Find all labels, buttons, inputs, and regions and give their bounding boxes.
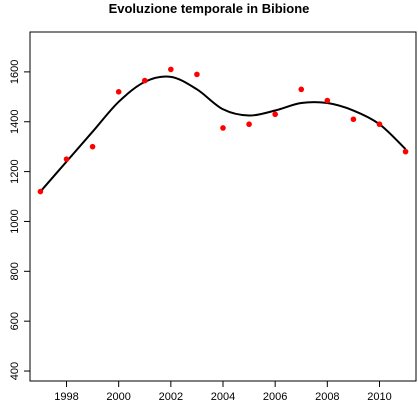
- data-point: [168, 66, 174, 73]
- data-point: [194, 71, 200, 78]
- data-point: [402, 148, 409, 155]
- y-tick-label: 1400: [9, 110, 21, 134]
- data-points-layer: [37, 66, 409, 195]
- data-point: [376, 121, 383, 128]
- data-point: [246, 121, 252, 128]
- axes: 1998 2000 2002 2004 2006 2008 2010 400 600 800 100…: [9, 31, 417, 403]
- data-point: [272, 111, 278, 118]
- smooth-curve-line: [39, 75, 407, 193]
- data-point: [350, 116, 357, 123]
- chart-title: Evoluzione temporale in Bibione: [108, 1, 310, 16]
- plot-frame: [29, 31, 417, 382]
- y-tick-label: 800: [9, 262, 21, 280]
- x-tick-label: 1998: [54, 391, 78, 403]
- data-point: [141, 77, 148, 84]
- smooth-curve-layer: [39, 75, 407, 193]
- y-tick-label: 1000: [9, 209, 21, 233]
- x-tick-label: 2008: [315, 391, 339, 403]
- x-tick-label: 2002: [159, 391, 183, 403]
- data-point: [298, 86, 305, 93]
- y-tick-label: 400: [9, 362, 21, 380]
- x-tick-label: 2000: [106, 391, 130, 403]
- data-point: [37, 188, 44, 195]
- x-tick-label: 2010: [367, 391, 391, 403]
- y-tick-label: 1600: [9, 60, 21, 84]
- x-tick-label: 2004: [211, 391, 235, 403]
- data-point: [115, 89, 122, 95]
- data-point: [324, 97, 331, 104]
- x-tick-label: 2006: [263, 391, 287, 403]
- data-point: [220, 125, 226, 131]
- y-tick-label: 600: [9, 312, 21, 330]
- y-tick-label: 1200: [9, 159, 21, 183]
- data-point: [89, 143, 96, 150]
- data-point: [63, 156, 70, 162]
